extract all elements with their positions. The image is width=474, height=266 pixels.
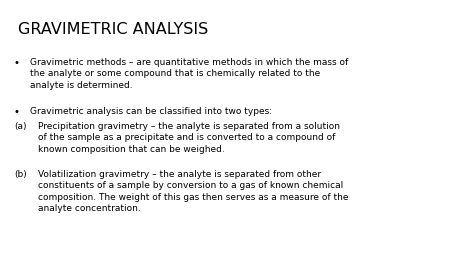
Text: Gravimetric analysis can be classified into two types:: Gravimetric analysis can be classified i…: [30, 107, 272, 116]
Text: •: •: [14, 107, 20, 117]
Text: (a): (a): [14, 122, 27, 131]
Text: •: •: [14, 58, 20, 68]
Text: Gravimetric methods – are quantitative methods in which the mass of
the analyte : Gravimetric methods – are quantitative m…: [30, 58, 348, 90]
Text: (b): (b): [14, 170, 27, 179]
Text: GRAVIMETRIC ANALYSIS: GRAVIMETRIC ANALYSIS: [18, 22, 208, 37]
Text: Volatilization gravimetry – the analyte is separated from other
constituents of : Volatilization gravimetry – the analyte …: [38, 170, 348, 213]
Text: Precipitation gravimetry – the analyte is separated from a solution
of the sampl: Precipitation gravimetry – the analyte i…: [38, 122, 340, 154]
